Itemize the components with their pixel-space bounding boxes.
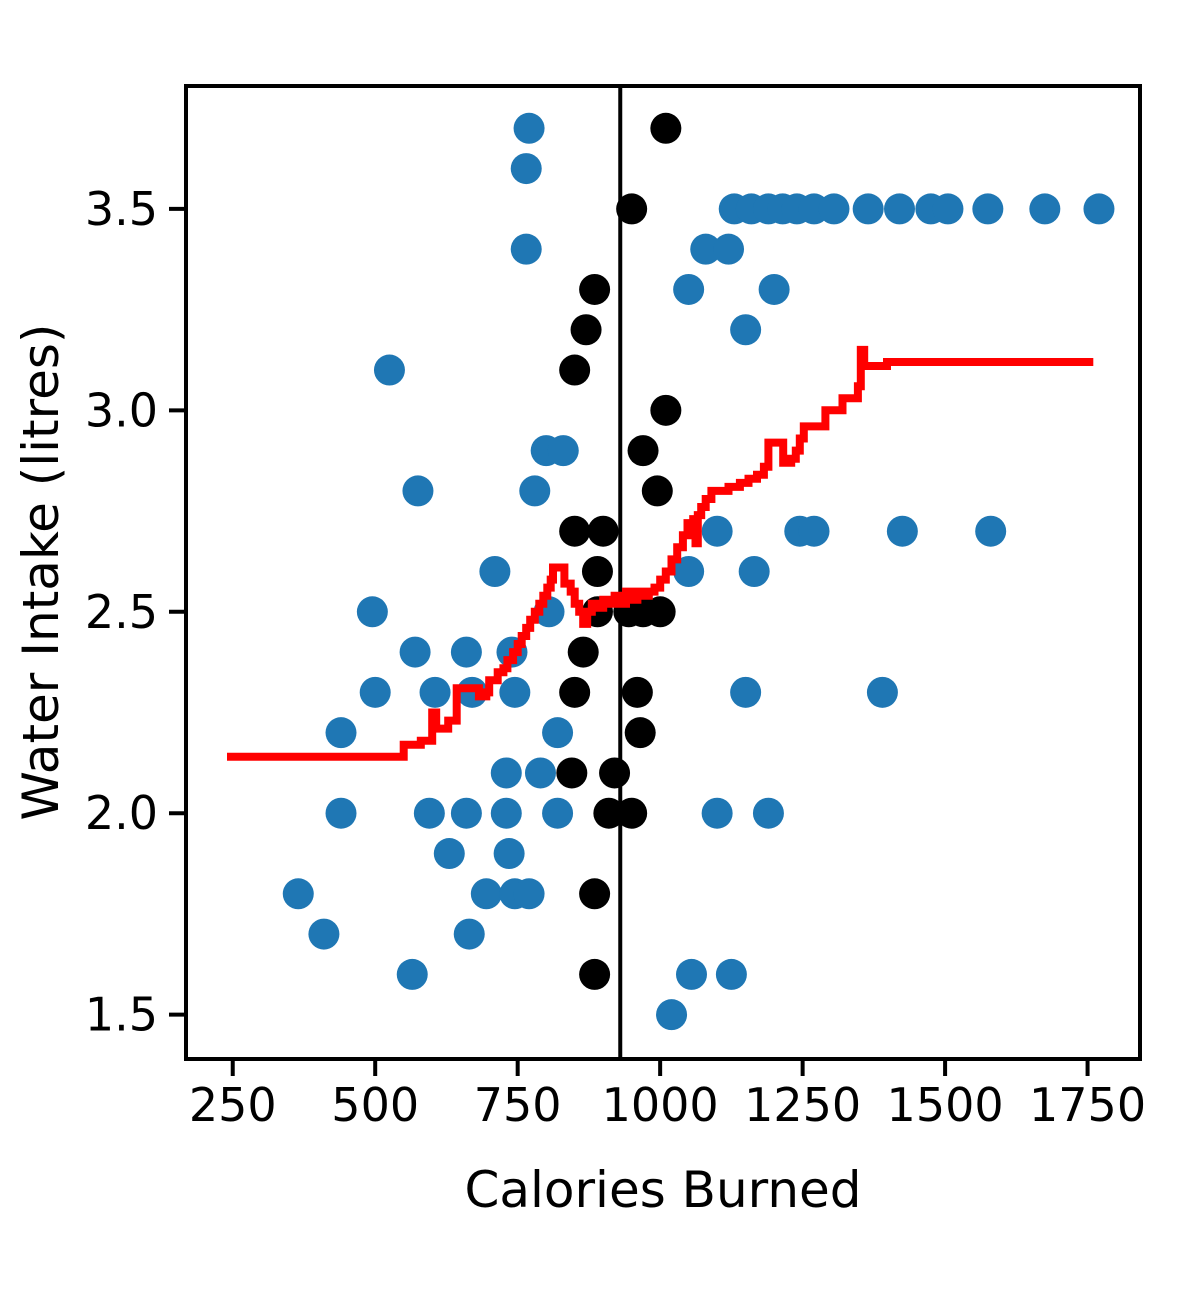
data-point-blue — [542, 717, 574, 749]
data-point-blue — [499, 676, 531, 708]
data-point-blue — [325, 797, 357, 829]
data-point-blue — [752, 797, 784, 829]
data-point-blue — [713, 233, 745, 265]
data-point-blue — [413, 797, 445, 829]
data-point-black — [581, 555, 613, 587]
data-point-black — [616, 193, 648, 225]
data-point-black — [559, 515, 591, 547]
data-point-blue — [701, 515, 733, 547]
data-point-blue — [490, 757, 522, 789]
data-point-blue — [675, 958, 707, 990]
data-point-blue — [519, 475, 551, 507]
data-point-blue — [673, 273, 705, 305]
data-point-blue — [798, 515, 830, 547]
y-tick-label: 3.0 — [85, 383, 158, 437]
y-axis-title: Water Intake (litres) — [12, 324, 70, 821]
data-point-black — [559, 676, 591, 708]
data-point-blue — [738, 555, 770, 587]
data-point-black — [556, 757, 588, 789]
data-point-blue — [656, 999, 688, 1031]
x-tick-label: 750 — [474, 1078, 562, 1132]
data-point-blue — [542, 797, 574, 829]
data-point-blue — [730, 314, 762, 346]
data-point-blue — [886, 515, 918, 547]
data-point-black — [599, 757, 631, 789]
data-point-blue — [399, 636, 431, 668]
x-tick-label: 500 — [331, 1078, 419, 1132]
data-point-blue — [884, 193, 916, 225]
data-point-blue — [1083, 193, 1115, 225]
data-point-blue — [715, 958, 747, 990]
data-point-black — [644, 596, 676, 628]
data-point-black — [579, 878, 611, 910]
y-tick-label: 1.5 — [85, 988, 158, 1042]
data-point-blue — [972, 193, 1004, 225]
data-point-blue — [701, 797, 733, 829]
data-point-blue — [975, 515, 1007, 547]
data-point-blue — [513, 878, 545, 910]
data-point-blue — [450, 636, 482, 668]
data-point-black — [621, 676, 653, 708]
data-point-blue — [419, 676, 451, 708]
data-point-blue — [493, 838, 525, 870]
data-point-blue — [490, 797, 522, 829]
plot-layer: 250 500 750 1000 1250 1500 1750 1.5 2.0 2.5 3.0 3.5 — [85, 84, 1146, 1132]
x-tick-label: 1500 — [887, 1078, 1004, 1132]
data-point-blue — [356, 596, 388, 628]
data-point-blue — [282, 878, 314, 910]
data-point-blue — [453, 918, 485, 950]
x-tick-label: 1750 — [1029, 1078, 1146, 1132]
y-tick-label: 3.5 — [85, 182, 158, 236]
data-point-black — [559, 354, 591, 386]
data-point-blue — [866, 676, 898, 708]
data-point-blue — [396, 958, 428, 990]
data-point-blue — [325, 717, 357, 749]
data-point-blue — [510, 233, 542, 265]
data-point-black — [616, 797, 648, 829]
y-tick-label: 2.5 — [85, 585, 158, 639]
data-point-blue — [852, 193, 884, 225]
data-point-blue — [673, 555, 705, 587]
data-point-black — [570, 314, 602, 346]
data-point-black — [567, 636, 599, 668]
data-point-black — [650, 394, 682, 426]
data-point-black — [587, 515, 619, 547]
data-point-blue — [1029, 193, 1061, 225]
plot-border — [184, 84, 1142, 1061]
x-axis-title: Calories Burned — [464, 1161, 861, 1219]
data-point-blue — [758, 273, 790, 305]
data-point-black — [641, 475, 673, 507]
x-tick-label: 1250 — [744, 1078, 861, 1132]
data-point-blue — [479, 555, 511, 587]
data-point-blue — [359, 676, 391, 708]
data-point-blue — [373, 354, 405, 386]
data-point-black — [627, 435, 659, 467]
data-point-blue — [690, 233, 722, 265]
data-point-blue — [510, 153, 542, 185]
data-point-blue — [402, 475, 434, 507]
x-tick-label: 250 — [189, 1078, 277, 1132]
data-point-blue — [450, 797, 482, 829]
data-point-black — [624, 717, 656, 749]
data-point-black — [579, 958, 611, 990]
data-point-blue — [470, 878, 502, 910]
rolling-average-line — [227, 345, 1094, 761]
data-point-blue — [308, 918, 340, 950]
data-point-blue — [932, 193, 964, 225]
data-point-black — [650, 112, 682, 144]
data-point-black — [593, 797, 625, 829]
x-tick-label: 1000 — [602, 1078, 719, 1132]
data-point-blue — [524, 757, 556, 789]
data-point-blue — [547, 435, 579, 467]
data-point-black — [579, 273, 611, 305]
data-point-blue — [730, 676, 762, 708]
data-point-blue — [433, 838, 465, 870]
data-point-blue — [818, 193, 850, 225]
data-point-blue — [513, 112, 545, 144]
y-tick-label: 2.0 — [85, 786, 158, 840]
